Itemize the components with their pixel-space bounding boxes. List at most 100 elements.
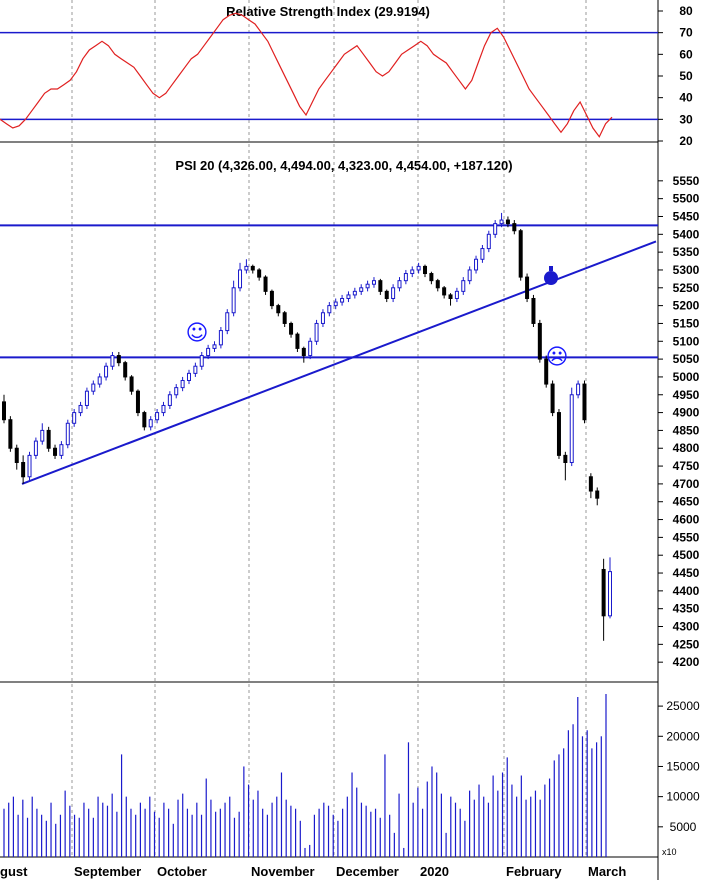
- x-axis-label: November: [251, 864, 315, 879]
- smiley-happy-icon: ☺: [186, 321, 209, 346]
- candle-body: [346, 294, 351, 299]
- candlesticks: [2, 212, 612, 641]
- price-tick-label: 4200: [673, 655, 700, 669]
- x-axis-label: September: [74, 864, 141, 879]
- candle-body: [397, 280, 402, 289]
- candle-body: [595, 490, 600, 499]
- rsi-y-ticks: 80 70 60 50 40 30 20: [658, 4, 693, 148]
- volume-bars: [3, 694, 607, 857]
- rsi-tick-label: 30: [679, 112, 693, 126]
- price-tick-label: 5300: [673, 263, 700, 277]
- volume-panel: 25000 20000 15000 10000 5000 x10: [3, 694, 700, 857]
- price-tick-label: 4750: [673, 459, 700, 473]
- candle-body: [410, 269, 415, 275]
- month-gridlines: [71, 0, 587, 857]
- x-axis-label: gust: [0, 864, 28, 879]
- candle-body: [442, 287, 447, 296]
- candle-body: [576, 383, 581, 396]
- volume-y-ticks: 25000 20000 15000 10000 5000: [658, 699, 700, 834]
- price-tick-label: 5350: [673, 245, 700, 259]
- bomb-fuse-icon: [549, 266, 553, 271]
- price-tick-label: 4350: [673, 602, 700, 616]
- candle-body: [218, 330, 223, 346]
- candle-body: [212, 344, 217, 349]
- candle-body: [505, 219, 510, 225]
- volume-tick-label: 25000: [666, 699, 700, 713]
- candle-body: [180, 379, 185, 389]
- candle-body: [588, 476, 593, 492]
- x-axis-label: December: [336, 864, 399, 879]
- candle-body: [14, 447, 19, 464]
- candle-body: [601, 568, 606, 617]
- price-tick-label: 4950: [673, 388, 700, 402]
- candle-body: [314, 322, 319, 342]
- x-axis-label: 2020: [420, 864, 449, 879]
- price-tick-label: 5500: [673, 192, 700, 206]
- price-tick-label: 5200: [673, 299, 700, 313]
- candle-body: [569, 394, 574, 464]
- price-tick-label: 4600: [673, 513, 700, 527]
- candle-body: [244, 265, 249, 271]
- candle-body: [352, 290, 357, 296]
- candle-body: [33, 440, 38, 456]
- candle-body: [104, 365, 109, 378]
- price-tick-label: 5000: [673, 370, 700, 384]
- candle-body: [512, 223, 517, 232]
- candle-body: [186, 372, 191, 381]
- candle-body: [110, 355, 115, 367]
- candle-body: [340, 297, 345, 303]
- candle-body: [148, 419, 153, 428]
- candle-body: [467, 269, 472, 282]
- price-tick-label: 4400: [673, 584, 700, 598]
- candle-body: [391, 287, 396, 299]
- price-title: PSI 20 (4,326.00, 4,494.00, 4,323.00, 4,…: [175, 158, 512, 173]
- chart-annotations: ☺☹: [186, 266, 569, 370]
- candle-body: [474, 258, 479, 271]
- volume-tick-label: 5000: [670, 820, 697, 834]
- candle-body: [59, 444, 64, 456]
- candle-body: [53, 447, 58, 456]
- candle-body: [123, 362, 128, 378]
- price-tick-label: 4450: [673, 566, 700, 580]
- candle-body: [320, 312, 325, 324]
- candle-body: [371, 280, 376, 285]
- price-horizontal-lines: [0, 224, 658, 359]
- volume-tick-label: 10000: [666, 790, 700, 804]
- price-y-ticks: 5550 5500 5450 5400 5350 5300 5250 5200 5150 5100…: [658, 174, 700, 669]
- candle-body: [384, 290, 389, 299]
- candle-body: [21, 462, 26, 478]
- candle-body: [276, 305, 281, 314]
- candle-body: [269, 290, 274, 307]
- price-tick-label: 5050: [673, 352, 700, 366]
- candle-body: [238, 269, 243, 289]
- rsi-tick-label: 20: [679, 134, 693, 148]
- candle-body: [454, 290, 459, 299]
- smiley-sad-icon: ☹: [546, 345, 569, 370]
- price-panel: PSI 20 (4,326.00, 4,494.00, 4,323.00, 4,…: [0, 158, 700, 669]
- candle-body: [327, 305, 332, 314]
- candle-body: [72, 412, 77, 424]
- candle-body: [550, 383, 555, 414]
- volume-scale-label: x10: [662, 847, 677, 857]
- candle-body: [563, 454, 568, 464]
- candle-body: [480, 248, 485, 260]
- candle-body: [161, 404, 166, 414]
- candle-body: [206, 347, 211, 357]
- candle-body: [423, 265, 428, 275]
- price-tick-label: 5100: [673, 334, 700, 348]
- candle-body: [403, 273, 408, 282]
- rsi-series-line: [0, 12, 613, 138]
- candle-body: [308, 340, 313, 357]
- candle-body: [359, 287, 364, 292]
- candle-body: [199, 355, 204, 367]
- candle-body: [78, 404, 83, 414]
- candle-body: [2, 401, 6, 421]
- panel-frames: [0, 0, 659, 880]
- candle-body: [97, 376, 102, 385]
- candle-body: [129, 376, 134, 392]
- candle-body: [84, 390, 89, 406]
- rsi-tick-label: 40: [679, 91, 693, 105]
- rsi-tick-label: 60: [679, 47, 693, 61]
